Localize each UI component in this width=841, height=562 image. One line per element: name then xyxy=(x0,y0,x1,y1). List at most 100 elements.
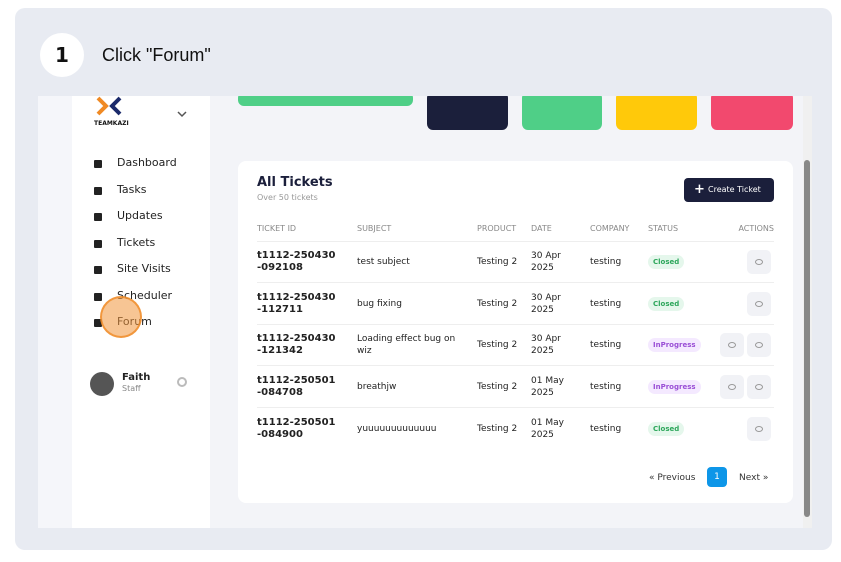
row-divider xyxy=(257,282,774,283)
menu-icon xyxy=(94,213,102,221)
user-role: Staff xyxy=(122,384,141,393)
settings-icon xyxy=(177,377,187,387)
stat-label: closed xyxy=(522,96,602,97)
product: Testing 2 xyxy=(477,340,518,351)
menu-item[interactable]: Dashboard xyxy=(117,156,177,169)
icon xyxy=(755,342,763,349)
chevron xyxy=(177,111,187,118)
column-header: ACTIONS xyxy=(738,224,774,233)
subject: test subject xyxy=(357,257,410,267)
company: testing xyxy=(590,298,622,309)
menu-icon xyxy=(94,292,102,301)
subject: breathjw xyxy=(357,382,397,393)
stat-card: tickets xyxy=(427,96,508,130)
main: tickets closed ready overdue All Tickets Over… xyxy=(210,96,803,528)
company: testing xyxy=(590,340,622,351)
row-divider xyxy=(257,407,774,409)
row-divider xyxy=(257,365,774,367)
table-card: All Tickets Over 50 tickets Create Ticket +… xyxy=(238,161,793,503)
menu-item[interactable]: Tasks xyxy=(117,182,147,196)
subject: Loading effect bug on wiz xyxy=(357,334,456,357)
column-header: TICKET ID xyxy=(257,224,297,233)
menu-icon xyxy=(94,186,102,195)
ticket-id: t1112-250501-084900 xyxy=(257,416,336,440)
status-badge: InProgress xyxy=(648,338,701,353)
scrollbar xyxy=(803,96,812,528)
column-header: COMPANY xyxy=(590,224,630,233)
icon xyxy=(755,425,763,432)
menu-icon xyxy=(94,160,102,168)
view-button[interactable] xyxy=(720,333,744,358)
date: 01 May 2025 xyxy=(531,376,564,399)
column-header: PRODUCT xyxy=(477,224,517,233)
row-divider xyxy=(257,323,774,325)
menu-item[interactable]: Site Visits xyxy=(117,262,171,275)
ticket-id: t1112-250430-121342 xyxy=(257,333,336,357)
table-title: All Tickets xyxy=(257,175,333,190)
icon xyxy=(755,300,763,307)
create-ticket-button[interactable]: Create Ticket + xyxy=(684,178,774,202)
step-number: 1 xyxy=(40,33,84,77)
column-header: DATE xyxy=(531,224,552,233)
icon xyxy=(728,342,736,349)
product: Testing 2 xyxy=(477,257,518,267)
column-header: STATUS xyxy=(648,224,679,233)
avatar xyxy=(90,372,114,396)
ticket-id: t1112-250501-084708 xyxy=(257,375,336,399)
icon xyxy=(728,384,736,391)
ticket-id: t1112-250430-112711 xyxy=(257,291,336,315)
company: testing xyxy=(590,382,622,393)
product: Testing 2 xyxy=(477,298,518,309)
screenshot: TEAMKAZI Dashboard Tasks Updates Tickets Sit… xyxy=(38,96,812,528)
stat-card xyxy=(238,96,413,106)
icon xyxy=(755,259,763,265)
stat-card: overdue xyxy=(711,96,793,130)
status-badge: Closed xyxy=(648,296,685,311)
click-indicator xyxy=(100,296,142,338)
left-strip xyxy=(38,96,72,528)
stat-label: tickets xyxy=(427,96,508,97)
company: testing xyxy=(590,423,622,434)
status-badge: InProgress xyxy=(648,380,701,395)
ticket-id: t1112-250430-092108 xyxy=(257,250,336,273)
icon xyxy=(755,384,763,391)
stat-label: ready xyxy=(616,96,697,97)
scroll-thumb xyxy=(804,160,810,517)
date: 30 Apr 2025 xyxy=(531,292,561,315)
status-badge: Closed xyxy=(648,255,685,269)
delete-button[interactable] xyxy=(747,375,771,400)
company: testing xyxy=(590,257,622,267)
column-header: SUBJECT xyxy=(357,224,392,233)
menu-item[interactable]: Tickets xyxy=(117,235,156,249)
view-button[interactable] xyxy=(747,250,771,274)
step-instruction: Click "Forum" xyxy=(102,45,211,65)
stat-card: closed xyxy=(522,96,602,130)
product: Testing 2 xyxy=(477,423,518,434)
stat-label: overdue xyxy=(711,96,793,97)
menu-icon xyxy=(94,239,102,248)
product: Testing 2 xyxy=(477,382,518,393)
stat-card: ready xyxy=(616,96,697,130)
pagination-next[interactable]: Next » xyxy=(739,473,769,483)
date: 01 May 2025 xyxy=(531,417,564,440)
view-button[interactable] xyxy=(747,416,771,441)
pagination-previous[interactable]: « Previous xyxy=(649,473,696,483)
pagination-current[interactable]: 1 xyxy=(707,467,727,487)
delete-button[interactable] xyxy=(747,333,771,358)
logo-icon xyxy=(96,96,122,116)
menu-icon xyxy=(94,266,102,274)
menu-icon xyxy=(94,319,102,327)
status-badge: Closed xyxy=(648,421,685,436)
row-divider xyxy=(257,241,774,242)
menu-item[interactable]: Updates xyxy=(117,209,163,222)
user-name: Faith xyxy=(122,372,151,383)
table-subtitle: Over 50 tickets xyxy=(257,193,318,202)
subject: yuuuuuuuuuuuuu xyxy=(357,423,437,434)
logo-text: TEAMKAZI xyxy=(94,120,129,127)
subject: bug fixing xyxy=(357,298,402,309)
date: 30 Apr 2025 xyxy=(531,334,561,357)
view-button[interactable] xyxy=(747,291,771,316)
plus-icon: + xyxy=(694,182,705,197)
view-button[interactable] xyxy=(720,375,744,400)
